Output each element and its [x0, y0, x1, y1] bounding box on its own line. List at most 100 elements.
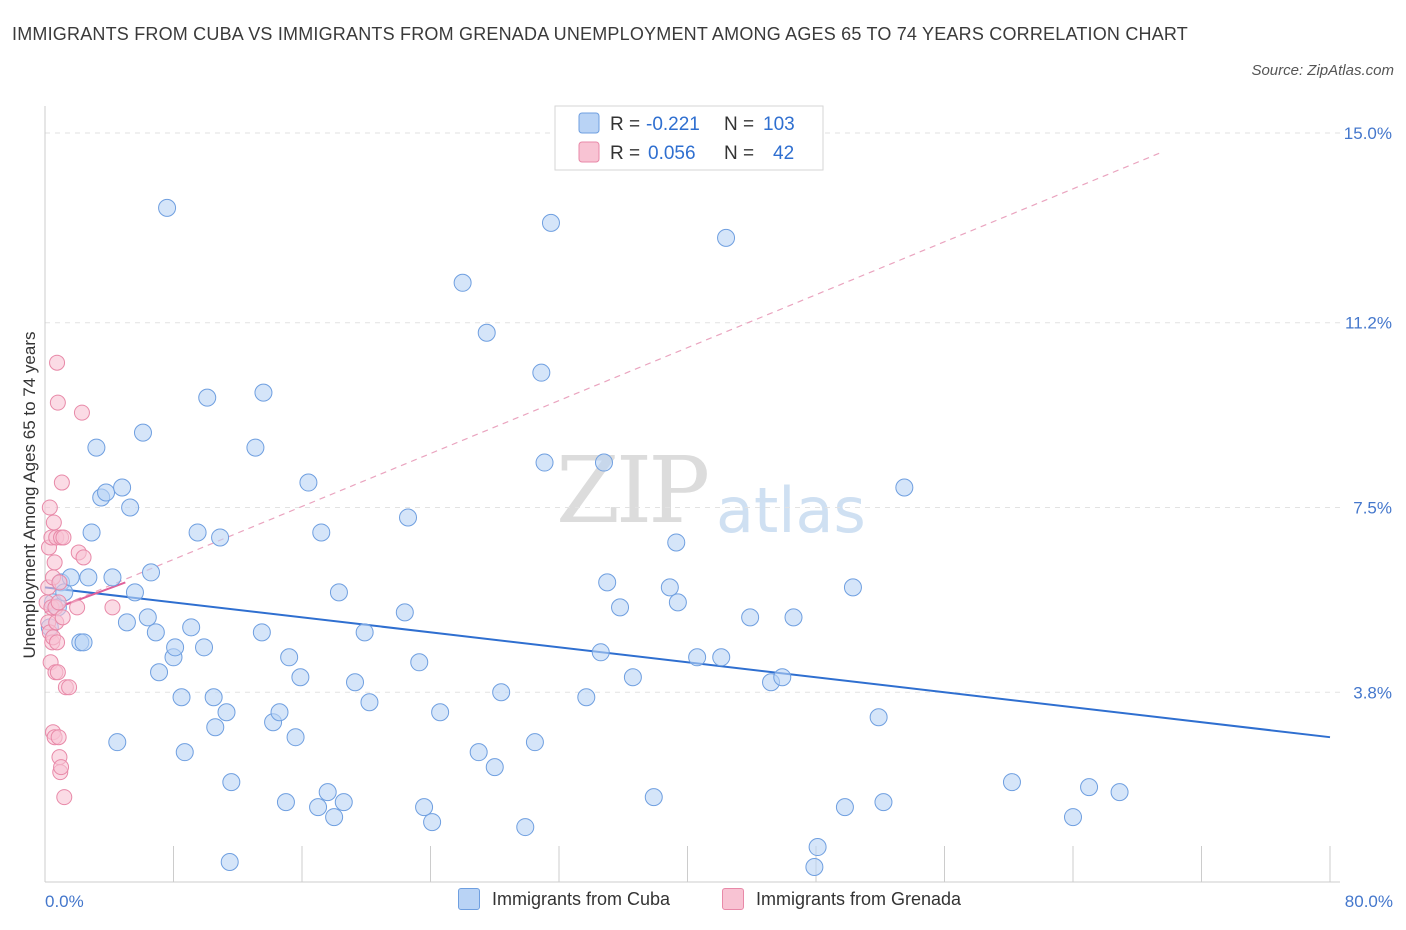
x-tick-label-min: 0.0% — [45, 892, 84, 911]
cuba-point — [784, 608, 803, 627]
cuba-point — [166, 638, 185, 657]
legend-n-value-grenada: 42 — [773, 143, 794, 164]
source-label: Source: ZipAtlas.com — [1251, 62, 1394, 79]
watermark-zip: ZIP — [556, 437, 710, 544]
cuba-point — [175, 743, 194, 762]
axis-layer: 3.8% 7.5% 11.2% 15.0% 0.0% 80.0% — [44, 106, 1393, 911]
legend-box: R = -0.221 N = 103 R = 0.056 N = 42 — [554, 105, 824, 171]
cuba-point — [172, 688, 191, 707]
cuba-point — [623, 668, 642, 687]
y-tick-label: 7.5% — [1353, 499, 1392, 518]
cuba-point — [395, 603, 414, 622]
grenada-point — [46, 554, 63, 571]
cuba-trend-line — [44, 586, 1331, 739]
cuba-point — [594, 453, 613, 472]
cuba-point — [431, 703, 450, 722]
cuba-point — [206, 718, 225, 737]
cuba-point — [835, 798, 854, 817]
cuba-point — [688, 648, 707, 667]
grenada-point — [61, 679, 78, 696]
cuba-point — [773, 668, 792, 687]
cuba-point — [360, 693, 379, 712]
cuba-point — [87, 438, 106, 457]
legend-r-label-grenada: R = — [610, 143, 640, 164]
cuba-point — [453, 273, 472, 292]
cuba-point — [280, 648, 299, 667]
cuba-point — [195, 638, 214, 657]
cuba-point — [188, 523, 207, 542]
cuba-point — [399, 508, 418, 527]
points-layer — [38, 198, 1129, 877]
cuba-point — [477, 323, 496, 342]
grenada-point — [73, 404, 90, 421]
grid-layer — [45, 132, 1340, 693]
cuba-point — [644, 788, 663, 807]
cuba-point — [138, 608, 157, 627]
legend-r-label-cuba: R = — [610, 114, 640, 135]
grenada-point — [51, 574, 68, 591]
legend-swatch-grenada-bottom — [722, 888, 744, 910]
legend-swatch-grenada — [578, 141, 600, 163]
cuba-point — [717, 228, 736, 247]
cuba-point — [1064, 808, 1082, 827]
cuba-point — [222, 773, 241, 792]
grenada-point — [69, 599, 86, 616]
cuba-point — [667, 533, 686, 552]
legend-swatch-cuba-bottom — [458, 888, 480, 910]
cuba-point — [415, 798, 434, 817]
cuba-point — [423, 813, 442, 832]
grenada-point — [49, 354, 66, 371]
cuba-point — [121, 498, 140, 517]
grenada-trend-extension — [44, 152, 1161, 613]
cuba-point — [182, 618, 201, 637]
grenada-point — [49, 394, 66, 411]
grenada-point — [45, 514, 62, 531]
cuba-point — [660, 578, 679, 597]
trend-layer — [44, 152, 1331, 739]
cuba-point — [808, 838, 827, 857]
legend-r-value-cuba: -0.221 — [646, 114, 700, 135]
cuba-point — [246, 438, 265, 457]
cuba-point — [299, 473, 318, 492]
y-tick-label: 15.0% — [1344, 124, 1392, 143]
cuba-point — [150, 663, 169, 682]
cuba-point — [525, 733, 544, 752]
grenada-point — [104, 599, 121, 616]
cuba-point — [79, 568, 98, 587]
grenada-point — [53, 474, 70, 491]
cuba-point — [254, 383, 273, 402]
legend-n-value-cuba: 103 — [763, 114, 795, 135]
cuba-point — [577, 688, 596, 707]
cuba-point — [591, 643, 610, 662]
legend-n-label-grenada: N = — [724, 143, 754, 164]
grenada-point — [49, 664, 66, 681]
cuba-point — [82, 523, 101, 542]
cuba-point — [469, 743, 488, 762]
cuba-point — [125, 583, 144, 602]
cuba-point — [318, 783, 337, 802]
cuba-point — [492, 683, 511, 702]
cuba-point — [276, 793, 295, 812]
cuba-point — [133, 423, 152, 442]
chart-title: IMMIGRANTS FROM CUBA VS IMMIGRANTS FROM … — [12, 24, 1188, 44]
cuba-point — [355, 623, 374, 642]
cuba-point — [516, 818, 535, 837]
grenada-point — [55, 529, 72, 546]
grenada-point — [75, 549, 92, 566]
cuba-point — [103, 568, 122, 587]
cuba-point — [113, 478, 132, 497]
legend-item-cuba: Immigrants from Cuba — [458, 888, 670, 910]
cuba-point — [712, 648, 731, 667]
cuba-point — [217, 703, 236, 722]
cuba-point — [668, 593, 687, 612]
y-tick-label: 3.8% — [1353, 683, 1392, 702]
cuba-point — [334, 793, 353, 812]
cuba-point — [535, 453, 554, 472]
cuba-point — [532, 363, 551, 382]
cuba-point — [142, 563, 161, 582]
cuba-point — [291, 668, 310, 687]
legend-swatch-cuba — [578, 112, 600, 134]
legend-r-value-grenada: 0.056 — [648, 143, 696, 164]
cuba-point — [286, 728, 305, 747]
